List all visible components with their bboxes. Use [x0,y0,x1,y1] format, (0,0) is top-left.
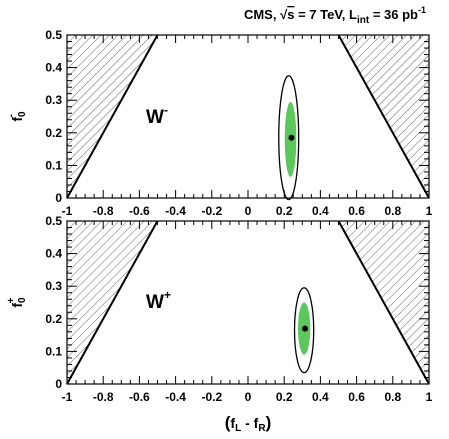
x-tick-label: 0 [245,390,252,404]
x-tick-label: -0.4 [165,390,186,404]
x-tick-label: 0.6 [348,390,365,404]
panel-w-plus: -1 -0.8 -0.6 -0.4 -0.2 0 0.2 0.4 0.6 0.8 1 0 0.1 0.2 0… [6,214,433,404]
x-tick-label: -0.8 [93,204,114,218]
physical-boundary-left [66,34,159,199]
x-tick-label: -0.2 [201,390,222,404]
x-tick-label: 0 [245,204,252,218]
x-tick-label: -1 [62,204,73,218]
x-tick-label: 0.4 [312,390,329,404]
y-tick-label: 0.2 [45,126,62,140]
y-tick-label: 0.2 [45,312,62,326]
physical-boundary-right [337,34,430,199]
x-tick-label: -0.8 [93,390,114,404]
y-tick-label: 0 [55,191,62,205]
physical-boundary-left [66,220,159,385]
x-tick-label: -0.6 [129,204,150,218]
x-tick-label: 0.8 [384,390,401,404]
panel-label: W- [146,103,168,128]
x-tick-label: 0.8 [384,204,401,218]
y-tick-label: 0.5 [45,28,62,42]
x-tick-label: 0.2 [276,204,293,218]
x-tick-label: -1 [62,390,73,404]
x-tick-label: -0.6 [129,390,150,404]
y-axis-title: f0+ [6,297,28,308]
x-axis-title: (fL - fR) [225,413,271,434]
y-tick-label: 0 [55,377,62,391]
y-tick-label: 0.1 [45,158,62,172]
panel-w-minus: -1 -0.8 -0.6 -0.4 -0.2 0 0.2 0.4 0.6 0.8 1 0 0.1 0.2 0… [6,28,433,218]
x-tick-label: 0.6 [348,204,365,218]
y-tick-label: 0.4 [45,61,62,75]
y-tick-label: 0.5 [45,214,62,228]
best-fit-point [302,325,309,332]
y-tick-label: 0.3 [45,279,62,293]
x-tick-label: 0.4 [312,204,329,218]
y-tick-label: 0.3 [45,93,62,107]
x-tick-label: 1 [426,390,433,404]
panel-label: W+ [146,288,171,313]
x-tick-label: 0.2 [276,390,293,404]
x-tick-label: 1 [426,204,433,218]
y-axis-title: f0- [6,111,28,122]
best-fit-point [288,134,295,141]
figure-title: CMS, √s = 7 TeV, Lint = 36 pb-1 [244,5,426,26]
physical-boundary-right [337,220,430,385]
x-tick-label: -0.4 [165,204,186,218]
y-tick-label: 0.1 [45,344,62,358]
y-tick-label: 0.4 [45,247,62,261]
x-tick-label: -0.2 [201,204,222,218]
